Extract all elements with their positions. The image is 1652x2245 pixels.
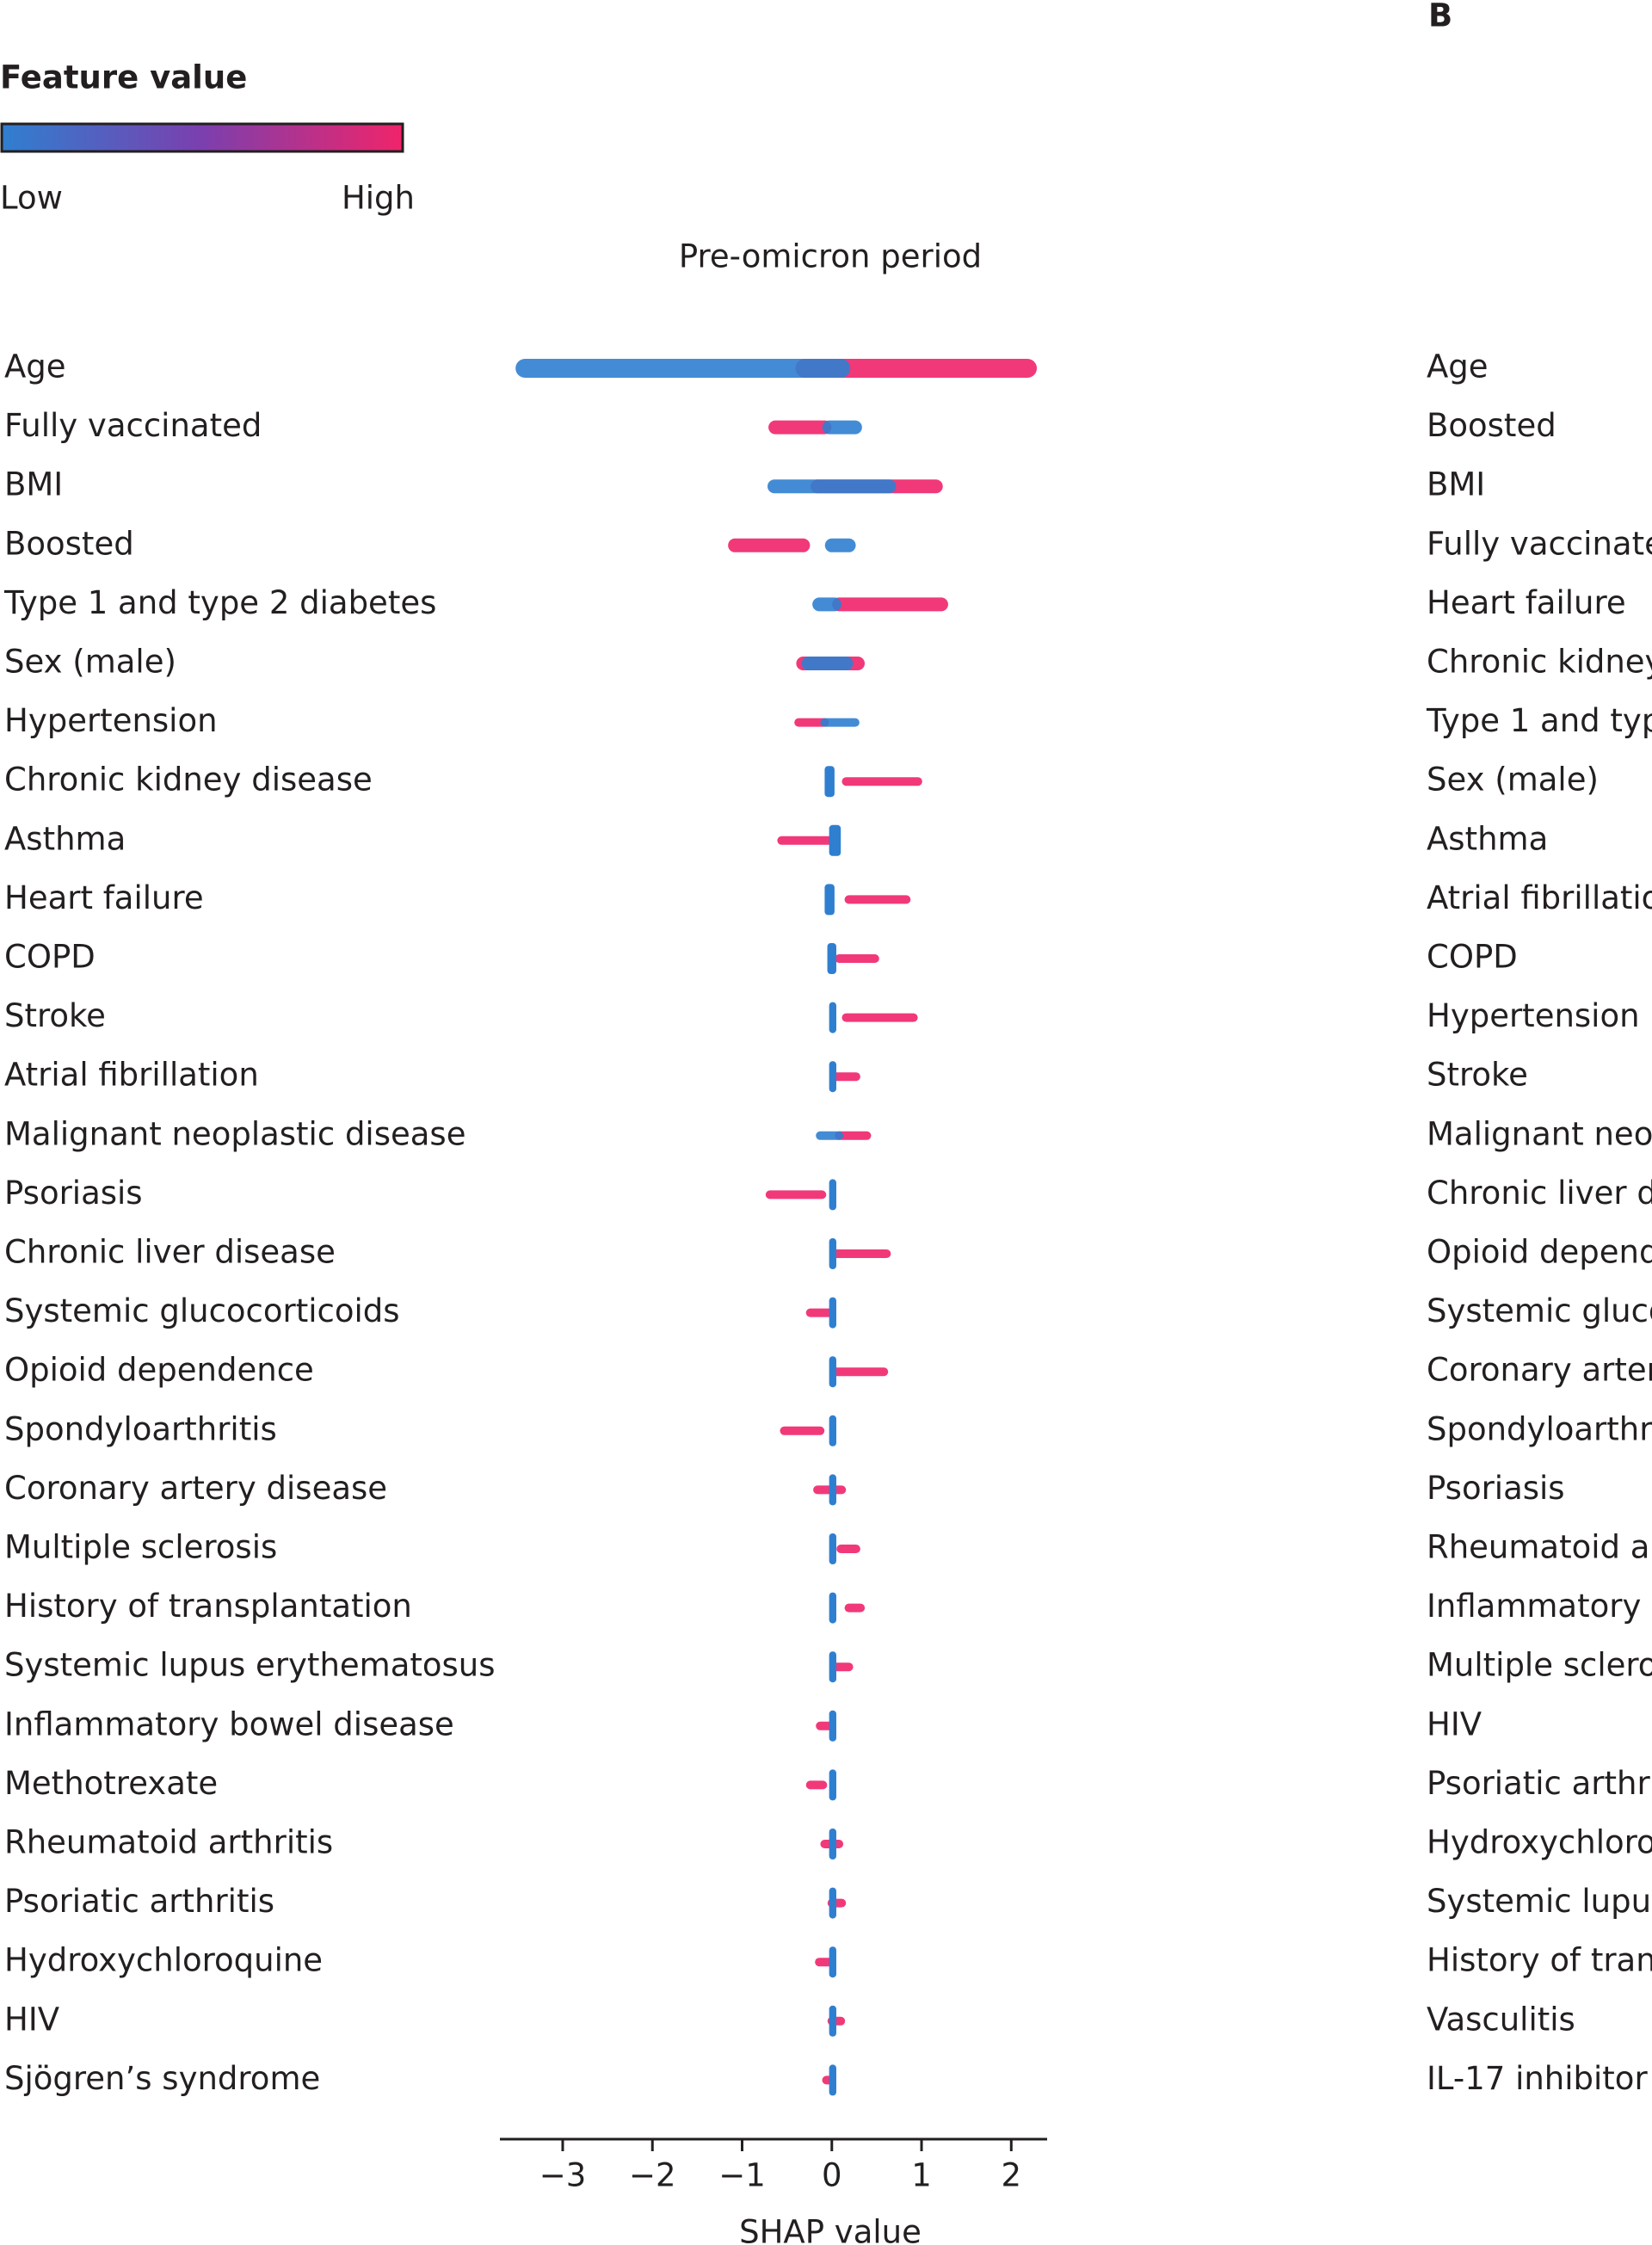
strip bbox=[829, 1946, 836, 1978]
panel-b-label: IL-17 inhibitor bbox=[1427, 2060, 1648, 2097]
strip bbox=[829, 1710, 836, 1742]
panel-b-label: Psoriasis bbox=[1427, 1470, 1565, 1507]
panel-b-label: Type 1 and type bbox=[1426, 702, 1652, 739]
legend-low: Low bbox=[0, 180, 63, 217]
y-tick-label: Hypertension bbox=[4, 702, 218, 739]
y-tick-label: BMI bbox=[4, 466, 63, 503]
y-tick-label: Opioid dependence bbox=[4, 1352, 314, 1389]
panel-b-label: Spondyloarthrit bbox=[1427, 1410, 1652, 1447]
strip bbox=[829, 1769, 836, 1801]
strip bbox=[829, 1651, 836, 1683]
panel-b-label: History of transp bbox=[1427, 1942, 1652, 1979]
y-tick-label: Coronary artery disease bbox=[4, 1470, 387, 1507]
panel-b-label: Multiple scleros bbox=[1427, 1647, 1652, 1684]
y-tick-label: Stroke bbox=[4, 997, 106, 1034]
strip bbox=[829, 2064, 836, 2096]
y-tick-label: Atrial fibrillation bbox=[4, 1057, 259, 1094]
y-tick-label: Boosted bbox=[4, 525, 134, 562]
panel-b-label: Asthma bbox=[1427, 820, 1548, 857]
y-tick-label: Psoriasis bbox=[4, 1175, 143, 1212]
y-tick-label: Malignant neoplastic disease bbox=[4, 1115, 465, 1152]
panel-b-label: COPD bbox=[1427, 939, 1518, 976]
panel-b-label: Malignant neop bbox=[1427, 1115, 1652, 1152]
x-tick-label: −3 bbox=[539, 2157, 587, 2194]
panel-b-label: Systemic glucoc bbox=[1427, 1292, 1652, 1329]
panel-b-label: Heart failure bbox=[1427, 584, 1626, 621]
strip bbox=[829, 1415, 836, 1446]
panel-b-label: Opioid depende bbox=[1427, 1234, 1652, 1271]
y-tick-label: Rheumatoid arthritis bbox=[4, 1824, 333, 1861]
y-tick-label: History of transplantation bbox=[4, 1588, 412, 1625]
panel-b-label: Stroke bbox=[1427, 1057, 1528, 1094]
strip bbox=[829, 1356, 836, 1388]
strip bbox=[829, 1238, 836, 1269]
strip bbox=[829, 1061, 836, 1093]
strip bbox=[829, 1179, 836, 1211]
y-tick-label: Multiple sclerosis bbox=[4, 1529, 277, 1566]
strip bbox=[824, 766, 835, 798]
y-tick-label: Sex (male) bbox=[4, 644, 176, 681]
panel-b-label: Chronic liver dis bbox=[1427, 1175, 1652, 1212]
y-tick-label: Asthma bbox=[4, 820, 126, 857]
y-tick-label: Type 1 and type 2 diabetes bbox=[3, 584, 436, 621]
panel-b-label: HIV bbox=[1427, 1705, 1482, 1742]
strip bbox=[824, 884, 835, 916]
strip bbox=[829, 2005, 836, 2037]
y-tick-label: HIV bbox=[4, 2001, 59, 2038]
panel-b-label: Fully vaccinated bbox=[1427, 525, 1652, 562]
panel-b-label: Vasculitis bbox=[1427, 2001, 1575, 2038]
strip bbox=[827, 943, 836, 974]
strip bbox=[829, 1002, 836, 1033]
y-tick-label: Chronic kidney disease bbox=[4, 762, 373, 799]
y-tick-label: Psoriatic arthritis bbox=[4, 1883, 274, 1920]
panel-b-label: Rheumatoid art bbox=[1427, 1529, 1652, 1566]
x-tick-label: −1 bbox=[718, 2157, 766, 2194]
y-tick-label: Systemic glucocorticoids bbox=[4, 1292, 400, 1329]
strip bbox=[829, 1533, 836, 1564]
panel-b-label: Psoriatic arthriti bbox=[1427, 1765, 1652, 1802]
y-tick-label: Heart failure bbox=[4, 879, 204, 916]
panel-b-label: BMI bbox=[1427, 466, 1485, 503]
x-tick-label: 0 bbox=[822, 2157, 842, 2194]
y-tick-label: Sjögren’s syndrome bbox=[4, 2060, 320, 2097]
panel-b-label: Chronic kidney c bbox=[1427, 644, 1652, 681]
y-tick-label: COPD bbox=[4, 939, 96, 976]
y-tick-label: Fully vaccinated bbox=[4, 407, 262, 444]
strip bbox=[829, 1592, 836, 1624]
y-tick-label: Systemic lupus erythematosus bbox=[4, 1647, 496, 1684]
x-tick-label: 2 bbox=[1002, 2157, 1022, 2194]
panel-b-label: Inflammatory b bbox=[1427, 1588, 1652, 1625]
legend-high: High bbox=[342, 180, 415, 217]
panel-b-label: Systemic lupus e bbox=[1427, 1883, 1652, 1920]
x-tick-label: 1 bbox=[911, 2157, 932, 2194]
chart-title: Pre-omicron period bbox=[679, 238, 982, 275]
panel-b-label: Age bbox=[1427, 348, 1489, 385]
strip bbox=[829, 824, 841, 856]
panel-b-label: Atrial fibrillatior bbox=[1427, 879, 1652, 916]
y-tick-label: Methotrexate bbox=[4, 1765, 218, 1802]
strip bbox=[829, 1887, 836, 1919]
x-axis-label: SHAP value bbox=[739, 2214, 922, 2245]
panel-b-label: Hypertension bbox=[1427, 997, 1640, 1034]
y-tick-label: Hydroxychloroquine bbox=[4, 1942, 323, 1979]
panel-b-label: Hydroxychloroq bbox=[1427, 1824, 1652, 1861]
y-tick-label: Inflammatory bowel disease bbox=[4, 1705, 454, 1742]
strip bbox=[829, 1297, 836, 1329]
legend-title: Feature value bbox=[0, 59, 247, 96]
panel-b-label: Coronary artery bbox=[1427, 1352, 1652, 1389]
panel-b-label: Boosted bbox=[1427, 407, 1556, 444]
panel-label: B bbox=[1428, 0, 1452, 34]
colorbar bbox=[0, 122, 404, 153]
strip bbox=[829, 1829, 836, 1860]
y-tick-label: Chronic liver disease bbox=[4, 1234, 336, 1271]
y-tick-label: Age bbox=[4, 348, 66, 385]
y-tick-label: Spondyloarthritis bbox=[4, 1410, 277, 1447]
x-tick-label: −2 bbox=[629, 2157, 676, 2194]
strip bbox=[829, 1474, 836, 1506]
panel-b-label: Sex (male) bbox=[1427, 762, 1599, 799]
